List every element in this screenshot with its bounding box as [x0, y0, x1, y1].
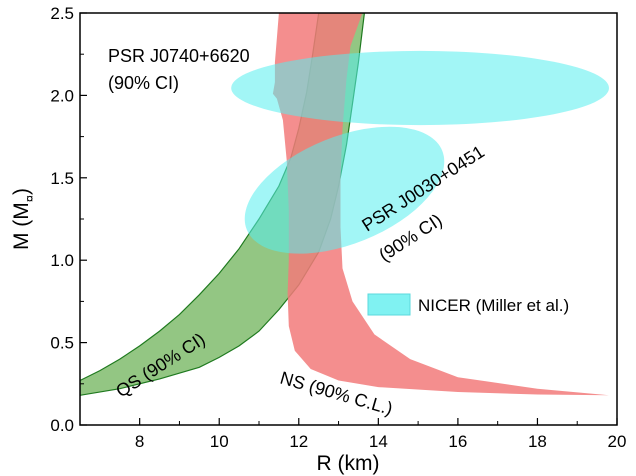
y-axis-ticks: 0.0 0.5 1.0 1.5 2.0 2.5 [50, 4, 87, 435]
y-tick-label: 1.5 [50, 169, 74, 188]
x-tick-label: 8 [135, 432, 144, 451]
y-tick-label: 2.0 [50, 86, 74, 105]
legend-label-nicer: NICER (Miller et al.) [418, 296, 569, 315]
y-tick-label: 1.0 [50, 251, 74, 270]
psr-j0740-region [231, 50, 609, 126]
x-tick-label: 18 [528, 432, 547, 451]
x-tick-label: 14 [369, 432, 388, 451]
legend-swatch-nicer [367, 293, 411, 316]
y-axis-label: M (M¤) [10, 188, 37, 250]
x-axis-ticks: 8 10 12 14 16 18 20 [135, 418, 627, 451]
x-axis-label: R (km) [317, 452, 380, 475]
x-tick-label: 12 [289, 432, 308, 451]
y-axis-label-subscript: ¤ [22, 195, 37, 202]
psr-j0740-ci-label: (90% CI) [108, 73, 179, 93]
y-tick-label: 0.0 [50, 416, 74, 435]
x-tick-label: 16 [448, 432, 467, 451]
plot-data-layer [80, 13, 609, 396]
psr-j0030-region [244, 126, 445, 254]
legend: NICER (Miller et al.) [367, 293, 569, 316]
y-tick-label: 2.5 [50, 4, 74, 23]
y-tick-label: 0.5 [50, 334, 74, 353]
psr-j0740-label: PSR J0740+6620 [108, 46, 250, 66]
x-tick-label: 10 [210, 432, 229, 451]
x-tick-label: 20 [608, 432, 627, 451]
